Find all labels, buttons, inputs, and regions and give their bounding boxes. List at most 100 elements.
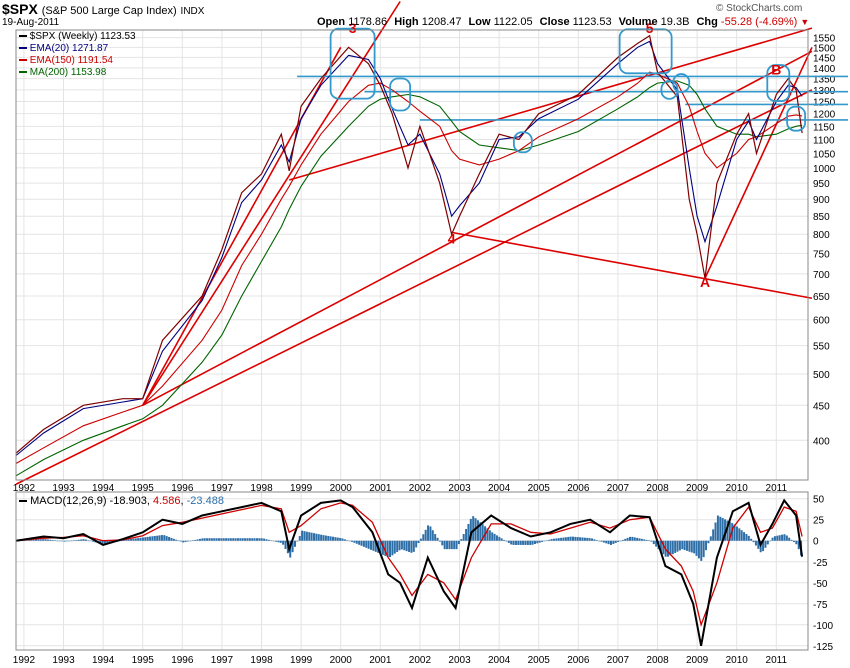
macd-hist-bar xyxy=(239,538,242,541)
macd-hist-bar xyxy=(626,537,629,541)
macd-hist-bar xyxy=(766,540,769,545)
macd-hist-bar xyxy=(567,536,570,541)
macd-hist-bar xyxy=(355,540,358,544)
trendline xyxy=(289,27,813,181)
macd-hist-bar xyxy=(629,536,632,541)
macd-hist-bar xyxy=(374,540,377,552)
macd-hist-bar xyxy=(564,537,567,541)
macd-hist-bar xyxy=(533,540,536,545)
macd-hist-bar xyxy=(671,540,674,555)
price-tick-label: 900 xyxy=(813,195,830,206)
macd-hist-bar xyxy=(151,536,154,541)
price-tick-label: 1450 xyxy=(813,53,836,64)
macd-hist-bar xyxy=(372,540,375,551)
macd-hist-bar xyxy=(450,540,453,550)
macd-hist-bar xyxy=(322,535,325,541)
trendline xyxy=(142,50,813,406)
macd-hist-bar xyxy=(493,533,496,541)
macd-hist-bar xyxy=(30,539,33,541)
macd-hist-bar xyxy=(255,538,258,541)
macd-hist-bar xyxy=(714,522,717,541)
macd-y-axis: -125 -100 -75 -50 -25 0 25 50 xyxy=(813,495,833,653)
macd-x-axis: 1992 1993 1994 1995 1996 1997 1998 1999 2000 2001… xyxy=(13,655,788,666)
macd-hist-bar xyxy=(277,540,280,543)
macd-hist-bar xyxy=(510,540,513,545)
macd-hist-bar xyxy=(334,537,337,541)
macd-hist-bar xyxy=(702,540,705,558)
macd-hist-bar xyxy=(524,540,527,545)
macd-hist-bar xyxy=(265,539,268,541)
macd-hist-bar xyxy=(25,540,28,541)
macd-hist-bar xyxy=(84,539,87,541)
price-year-label: 1992 xyxy=(13,483,36,494)
series-line-0 xyxy=(15,34,803,454)
macd-year-label: 1995 xyxy=(132,655,155,666)
macd-hist-bar xyxy=(241,538,244,541)
macd-legend: MACD(12,26,9) -18.903, 4.586, -23.488 xyxy=(19,495,224,507)
macd-hist-bar xyxy=(130,538,133,541)
macd-hist-bar xyxy=(735,526,738,541)
hist-value: -23.488 xyxy=(186,495,224,507)
macd-hist-bar xyxy=(42,539,45,541)
macd-hist-bar xyxy=(576,537,579,541)
macd-hist-bar xyxy=(315,533,318,541)
price-year-label: 2001 xyxy=(369,483,392,494)
price-tick-label: 1350 xyxy=(813,75,836,86)
macd-panel-frame xyxy=(15,491,809,651)
macd-hist-bar xyxy=(144,537,147,541)
macd-year-label: 2010 xyxy=(726,655,749,666)
legend-label: EMA(150) 1191.54 xyxy=(29,55,113,66)
macd-hist-bar xyxy=(481,524,484,541)
macd-hist-bar xyxy=(705,540,708,551)
macd-hist-bar xyxy=(536,540,539,544)
macd-hist-bar xyxy=(172,538,175,541)
macd-hist-bar xyxy=(272,540,275,542)
macd-hist-bar xyxy=(215,538,218,541)
macd-hist-bar xyxy=(410,540,413,553)
price-year-label: 1994 xyxy=(92,483,115,494)
price-year-label: 2010 xyxy=(726,483,749,494)
macd-hist-bar xyxy=(179,540,182,542)
chg-value: -55.28 (-4.69%) xyxy=(720,16,798,28)
price-tick-label: 850 xyxy=(813,212,830,223)
open-label: Open xyxy=(317,16,346,28)
macd-hist-bar xyxy=(191,540,194,541)
macd-hist-bar xyxy=(396,540,399,552)
chg-label: Chg xyxy=(696,16,718,28)
symbol: $SPX xyxy=(2,1,38,17)
macd-hist-bar xyxy=(63,540,66,542)
macd-year-label: 2001 xyxy=(369,655,392,666)
macd-hist-bar xyxy=(217,538,220,541)
trendline xyxy=(704,46,813,279)
legend-swatch xyxy=(19,35,27,38)
macd-hist-bar xyxy=(545,540,548,541)
macd-hist-bar xyxy=(728,521,731,541)
macd-hist-bar xyxy=(514,540,517,545)
price-year-label: 1993 xyxy=(52,483,75,494)
wave-label: 5 xyxy=(646,20,654,36)
macd-hist-bar xyxy=(769,540,772,542)
macd-year-label: 2011 xyxy=(766,655,788,666)
macd-hist-bar xyxy=(232,538,235,541)
macd-hist-bar xyxy=(422,534,425,541)
legend-label: MA(200) 1153.98 xyxy=(29,67,107,78)
macd-hist-bar xyxy=(740,530,743,541)
macd-hist-bar xyxy=(141,537,144,541)
macd-hist-bar xyxy=(260,538,263,541)
macd-year-label: 1999 xyxy=(290,655,313,666)
trendlines xyxy=(15,1,813,485)
macd-hist-bar xyxy=(44,539,47,541)
macd-hist-bar xyxy=(293,540,296,547)
macd-hist-bar xyxy=(75,540,78,541)
macd-hist-bar xyxy=(274,540,277,542)
macd-hist-bar xyxy=(236,538,239,541)
macd-hist-bar xyxy=(555,538,558,541)
macd-hist-bar xyxy=(667,540,670,557)
highlight-circle xyxy=(766,64,791,102)
macd-hist-bar xyxy=(612,540,615,544)
macd-hist-bar xyxy=(229,538,232,541)
macd-hist-bar xyxy=(712,529,715,541)
price-tick-label: 750 xyxy=(813,249,830,260)
macd-hist-bar xyxy=(507,540,510,543)
macd-hist-bar xyxy=(68,540,71,542)
